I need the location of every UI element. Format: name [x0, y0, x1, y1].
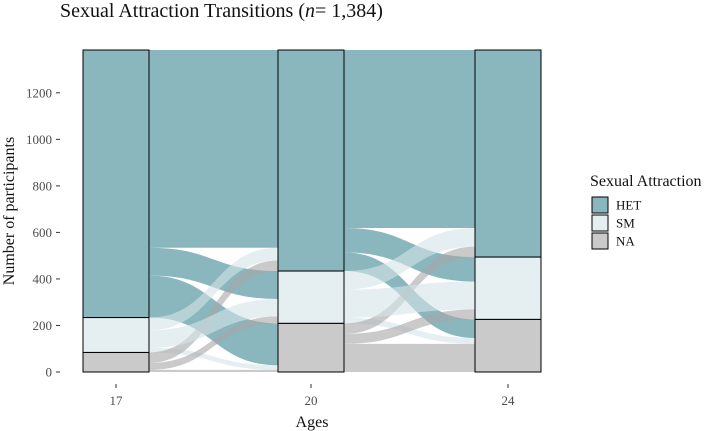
chart-title-rest: = 1,384) [315, 0, 383, 22]
y-axis: 0 200 400 600 800 1000 1200 [26, 85, 60, 380]
flow-17-20-na-to-na [149, 369, 278, 372]
stratum-20-het [277, 49, 345, 272]
flow-17-20-sm-to-na [149, 347, 278, 370]
x-tick-label: 24 [502, 393, 516, 408]
flow-20-24-na-to-sm [344, 309, 475, 344]
chart-title-main: Sexual Attraction Transitions ( [60, 0, 305, 22]
flow-20-24-sm-to-sm [344, 281, 475, 318]
strata-layer [82, 49, 542, 373]
legend-key-het [591, 196, 609, 214]
stratum-24-na [474, 318, 542, 373]
y-tick-label: 400 [33, 271, 53, 286]
stratum-17-het [82, 49, 150, 319]
stratum-24-het [474, 49, 542, 258]
legend-key-na [591, 232, 609, 250]
x-axis-title: Ages [296, 414, 329, 431]
y-tick-label: 1000 [26, 132, 52, 147]
flow-17-20-na-to-het [149, 260, 278, 363]
flow-20-24-het-to-het [344, 50, 475, 228]
legend-label-na: NA [616, 234, 635, 249]
stratum-20-sm [277, 270, 345, 324]
flow-17-20-sm-to-het [149, 247, 278, 331]
stratum-20-na [277, 322, 345, 373]
flow-17-20-na-to-sm [149, 316, 278, 370]
flow-17-20-sm-to-sm [149, 298, 278, 348]
legend-key-sm [591, 214, 609, 232]
flow-17-20-het-to-sm [149, 247, 278, 299]
y-tick-label: 600 [33, 225, 53, 240]
legend: Sexual Attraction HET SM NA [590, 173, 702, 250]
y-tick-label: 800 [33, 178, 53, 193]
chart-title: Sexual Attraction Transitions (n= 1,384) [60, 0, 383, 22]
flows-layer [149, 50, 475, 372]
stratum-24-sm [474, 256, 542, 320]
legend-label-sm: SM [616, 216, 635, 231]
flow-17-20-het-to-het [149, 50, 278, 248]
y-tick-label: 0 [46, 365, 53, 380]
y-tick-label: 1200 [26, 85, 52, 100]
x-tick-label: 17 [110, 393, 124, 408]
legend-label-het: HET [616, 198, 641, 213]
chart-title-n: n [305, 0, 315, 22]
flow-20-24-na-to-na [344, 343, 475, 372]
legend-title: Sexual Attraction [590, 173, 702, 190]
flow-20-24-sm-to-het [344, 227, 475, 290]
stratum-17-sm [82, 317, 150, 353]
y-tick-label: 200 [33, 318, 53, 333]
x-axis: 17 20 24 [110, 384, 516, 408]
x-tick-label: 20 [305, 393, 318, 408]
stratum-17-na [82, 351, 150, 373]
y-axis-title: Number of participants [1, 137, 18, 285]
